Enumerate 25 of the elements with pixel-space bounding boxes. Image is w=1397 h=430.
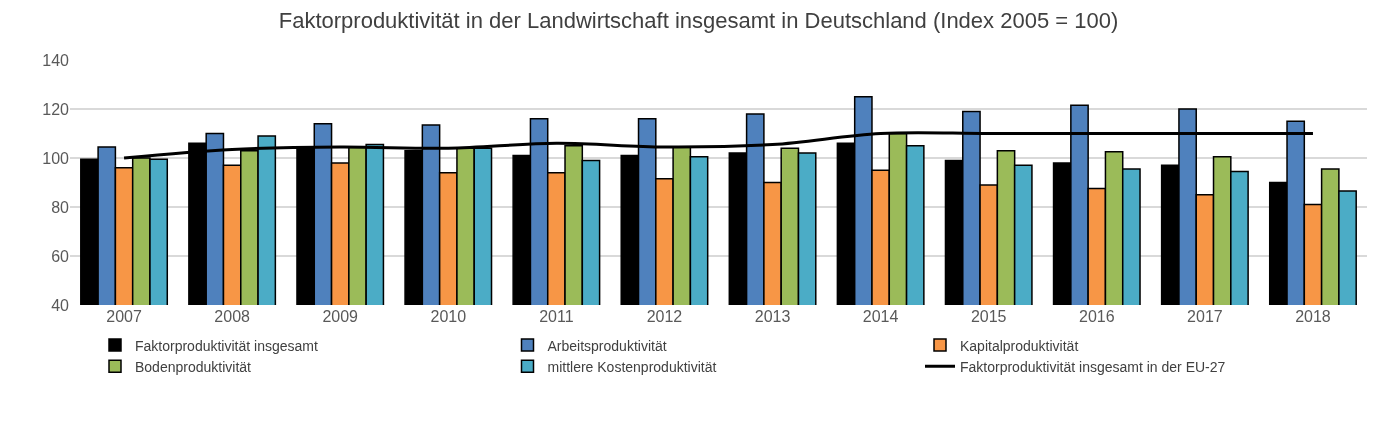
legend-label: Faktorproduktivität insgesamt in der EU-27 [960,358,1226,375]
y-tick-label: 60 [51,247,70,265]
x-tick-label: 2018 [1295,308,1331,325]
y-tick-label: 140 [42,51,70,69]
x-tick-label: 2011 [539,308,574,325]
y-tick-label: 100 [42,149,70,167]
y-tick-label: 120 [42,100,70,118]
legend-label: mittlere Kostenproduktivität [547,358,717,375]
chart-title: Faktorproduktivität in der Landwirtschaft insgesamt in Deutschland (Index 2005 = 100) [278,8,1119,34]
x-tick-label: 2012 [646,308,683,325]
legend-label: Kapitalproduktivität [960,337,1079,354]
x-tick-label: 2010 [430,308,467,325]
x-tick-label: 2017 [1187,308,1223,325]
x-tick-label: 2013 [754,308,791,325]
x-tick-label: 2014 [862,308,899,325]
x-tick-label: 2009 [322,308,359,325]
legend-label: Arbeitsproduktivität [547,337,667,354]
y-tick-label: 80 [51,198,70,216]
x-tick-label: 2007 [106,308,142,325]
x-tick-label: 2015 [970,308,1007,325]
x-tick-label: 2016 [1078,308,1115,325]
x-tick-label: 2008 [214,308,251,325]
legend-label: Faktorproduktivität insgesamt [135,337,318,354]
y-tick-label: 40 [51,296,70,314]
legend-label: Bodenproduktivität [135,358,252,375]
